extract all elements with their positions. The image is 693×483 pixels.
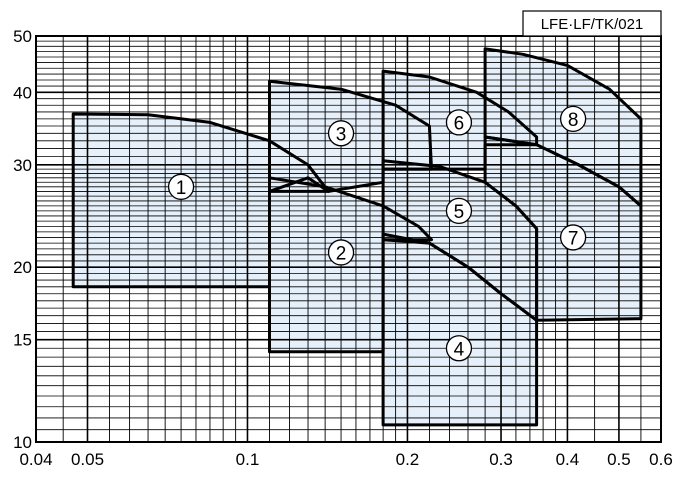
x-tick-label: 0.04 — [19, 450, 52, 469]
region-label-2: 2 — [327, 239, 355, 266]
region-label-text: 8 — [568, 110, 579, 131]
region-fill-8 — [485, 48, 641, 206]
region-outlines — [71, 47, 643, 427]
region-label-circle — [445, 197, 473, 225]
region-label-circle — [559, 105, 587, 133]
region-label-3: 3 — [327, 120, 355, 147]
y-tick-label: 15 — [13, 331, 32, 350]
region-label-circle — [327, 239, 355, 266]
x-tick-label: 0.3 — [489, 450, 513, 469]
region-label-circle — [445, 109, 473, 136]
region-label-text: 5 — [454, 202, 465, 223]
region-label-7: 7 — [559, 224, 587, 251]
region-label-5: 5 — [445, 197, 473, 225]
region-label-4: 4 — [445, 335, 473, 362]
region-label-text: 7 — [568, 228, 579, 249]
plot-frame — [35, 35, 662, 443]
region-label-text: 4 — [454, 339, 465, 360]
region-label-text: 1 — [176, 178, 187, 199]
x-tick-label: 0.4 — [556, 450, 580, 469]
region-label-text: 3 — [336, 124, 347, 145]
region-label-8: 8 — [559, 105, 587, 133]
region-fill-4 — [383, 234, 537, 425]
chart-title-frame — [522, 10, 662, 37]
region-label-text: 2 — [336, 243, 347, 264]
region-label-1: 1 — [167, 173, 195, 200]
region-label-circle — [559, 224, 587, 251]
region-label-text: 6 — [454, 113, 465, 134]
region-fill-1 — [73, 114, 329, 287]
x-tick-label: 0.05 — [71, 450, 104, 469]
y-tick-label: 30 — [13, 156, 32, 175]
chart-title-box: LFE·LF/TK/021 — [522, 10, 662, 37]
y-tick-label: 20 — [13, 258, 32, 277]
region-label-circle — [445, 335, 473, 362]
y-tick-label: 10 — [13, 433, 32, 452]
chart-title: LFE·LF/TK/021 — [541, 16, 644, 33]
region-label-circle — [327, 120, 355, 147]
region-fill-7 — [485, 137, 641, 321]
region-label-6: 6 — [445, 109, 473, 136]
x-tick-label: 0.2 — [396, 450, 420, 469]
y-tick-label: 50 — [13, 27, 32, 46]
x-tick-label: 0.6 — [649, 450, 673, 469]
region-outline-8 — [483, 47, 643, 208]
x-tick-label: 0.5 — [607, 450, 631, 469]
y-tick-label: 40 — [13, 83, 32, 102]
region-labels: 1 2 3 4 5 6 7 8 — [167, 105, 587, 362]
region-label-circle — [167, 173, 195, 200]
x-tick-label: 0.1 — [236, 450, 260, 469]
